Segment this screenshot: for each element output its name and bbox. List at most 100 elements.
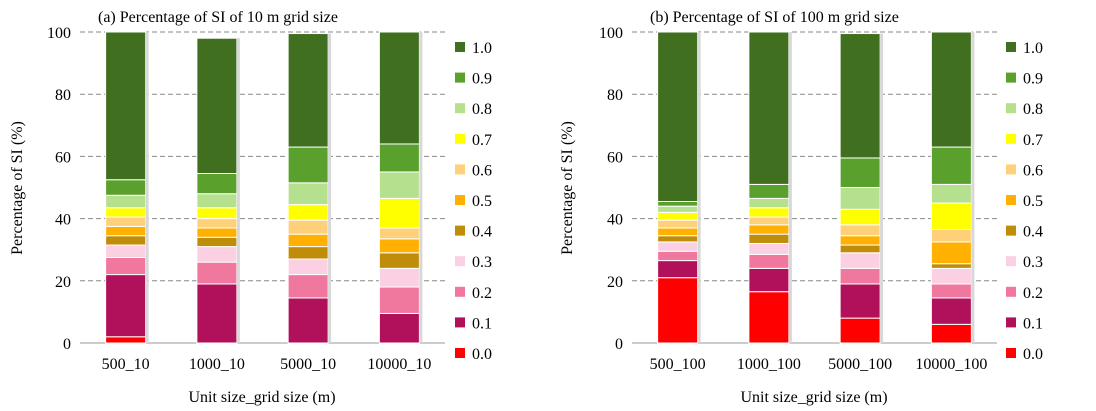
chart-title: (a) Percentage of SI of 10 m grid size xyxy=(98,9,338,26)
x-tick-label: 10000_10 xyxy=(367,356,431,373)
x-axis-label: Unit size_grid size (m) xyxy=(188,389,335,406)
legend-swatch xyxy=(455,317,465,328)
bar-segment-0-5 xyxy=(748,224,790,235)
bar-segment-0-2 xyxy=(930,283,972,299)
legend: 1.0 0.9 0.8 0.7 0.6 0.5 0.4 0.3 0.2 0.1 0.0 xyxy=(455,40,492,363)
bar-segment-0-5 xyxy=(105,225,147,237)
legend-swatch xyxy=(455,195,465,205)
bar-segment-0-5 xyxy=(657,227,699,237)
bar-segment-0-4 xyxy=(839,244,881,254)
bar-segment-0-2 xyxy=(105,256,147,276)
bar-segment-0-1 xyxy=(839,283,881,319)
legend-swatch xyxy=(1006,286,1016,297)
bar-segment-0-2 xyxy=(287,274,329,299)
bar-segment-1-0 xyxy=(196,37,238,175)
y-tick-label: 80 xyxy=(607,87,623,104)
bar-segment-0-0 xyxy=(105,336,147,344)
bar-shadow xyxy=(236,38,240,343)
legend-label: 0.4 xyxy=(1023,224,1043,241)
legend-label: 0.8 xyxy=(1023,101,1043,118)
bar-segment-0-7 xyxy=(839,208,881,226)
bar-shadow xyxy=(697,32,701,343)
bar-segment-0-9 xyxy=(196,173,238,195)
legend-swatch xyxy=(455,225,465,236)
bar-segment-0-1 xyxy=(287,297,329,344)
bar-segment-1-0 xyxy=(105,31,147,181)
bar-segment-0-8 xyxy=(657,205,699,213)
legend-swatch xyxy=(455,72,465,83)
y-tick-label: 60 xyxy=(607,149,623,166)
legend-label: 0.1 xyxy=(472,315,492,332)
legend-label: 0.6 xyxy=(1023,162,1043,179)
bar-segment-1-0 xyxy=(839,33,881,159)
legend-label: 0.0 xyxy=(472,346,492,363)
bar-segment-1-0 xyxy=(657,31,699,202)
legend-swatch xyxy=(455,286,465,297)
y-tick-label: 60 xyxy=(55,149,71,166)
legend-swatch xyxy=(1006,256,1016,267)
y-tick-label: 20 xyxy=(55,274,71,291)
bar-segment-0-1 xyxy=(196,283,238,344)
bar-segment-0-9 xyxy=(378,143,420,173)
bar-segment-0-3 xyxy=(930,267,972,285)
bar-segment-0-5 xyxy=(378,238,420,254)
bar-segment-0-9 xyxy=(657,200,699,207)
y-tick-label: 100 xyxy=(599,25,623,42)
legend-label: 0.7 xyxy=(1023,132,1043,149)
bar-segment-0-3 xyxy=(196,246,238,263)
bar-segment-0-7 xyxy=(196,207,238,220)
bar-segment-1-0 xyxy=(378,31,420,145)
bar-shadow xyxy=(880,33,884,344)
bar-shadow xyxy=(788,32,792,343)
legend: 1.0 0.9 0.8 0.7 0.6 0.5 0.4 0.3 0.2 0.1 0.0 xyxy=(1006,40,1043,363)
bar-segment-1-0 xyxy=(287,33,329,148)
legend-label: 0.9 xyxy=(1023,71,1043,88)
legend-swatch xyxy=(1006,348,1016,358)
y-axis-label: Percentage of SI (%) xyxy=(9,121,26,255)
bar-shadow xyxy=(971,32,975,343)
bar-segment-0-0 xyxy=(748,291,790,344)
bar-segment-0-8 xyxy=(930,183,972,204)
bar-segment-0-6 xyxy=(657,219,699,229)
legend-swatch xyxy=(455,256,465,267)
bar-segment-0-0 xyxy=(930,323,972,344)
chart-title: (b) Percentage of SI of 100 m grid size xyxy=(650,9,899,26)
x-tick-labels: 500_10 1000_10 5000_10 10000_10 xyxy=(102,356,432,373)
bar-segment-0-0 xyxy=(657,277,699,344)
legend-label: 0.5 xyxy=(472,193,492,210)
y-tick-label: 40 xyxy=(607,212,623,229)
bar-segment-1-0 xyxy=(748,31,790,185)
bar-segment-0-3 xyxy=(748,242,790,255)
bar-segment-0-4 xyxy=(748,233,790,244)
bar-segment-0-6 xyxy=(839,224,881,237)
bar-segment-0-8 xyxy=(839,187,881,210)
bar-shadow xyxy=(145,32,149,343)
bar-segment-0-7 xyxy=(378,197,420,229)
bar-segment-0-4 xyxy=(196,236,238,248)
bar-segment-0-7 xyxy=(748,207,790,218)
legend-label: 0.7 xyxy=(472,132,492,149)
bar-segment-1-0 xyxy=(930,31,972,148)
bar-segment-0-5 xyxy=(287,233,329,248)
bar-segment-0-8 xyxy=(748,197,790,209)
chart-panel-a: (a) Percentage of SI of 10 m grid size 0… xyxy=(9,9,492,406)
y-tick-labels: 0 20 40 60 80 100 xyxy=(599,25,623,353)
bar-segment-0-0 xyxy=(839,317,881,344)
bar-segment-0-3 xyxy=(378,267,420,288)
bar-shadow xyxy=(328,33,332,344)
legend-label: 0.1 xyxy=(1023,315,1043,332)
legend-label: 0.3 xyxy=(472,254,492,271)
legend-label: 0.2 xyxy=(472,285,492,302)
legend-swatch xyxy=(455,103,465,114)
x-tick-labels: 500_100 1000_100 5000_100 10000_100 xyxy=(650,356,988,373)
legend-label: 0.2 xyxy=(1023,285,1043,302)
legend-label: 0.0 xyxy=(1023,346,1043,363)
bar-segment-0-9 xyxy=(105,179,147,196)
y-tick-label: 20 xyxy=(607,274,623,291)
bar-segment-0-3 xyxy=(657,241,699,252)
bar-segment-0-8 xyxy=(378,171,420,199)
bar-segment-0-1 xyxy=(378,312,420,344)
bar-segment-0-2 xyxy=(657,250,699,262)
bar-segment-0-1 xyxy=(930,297,972,325)
